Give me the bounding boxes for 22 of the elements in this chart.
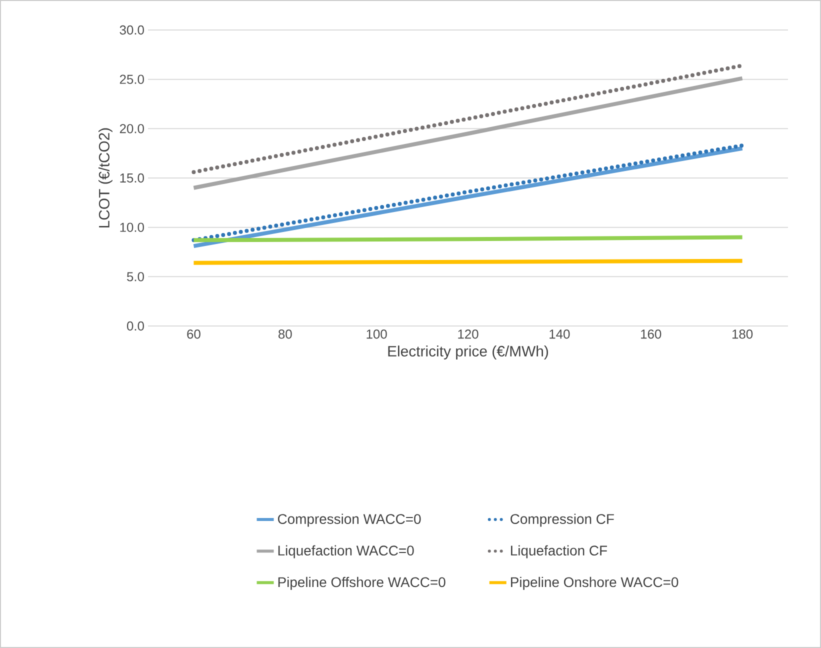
y-tick-label: 15.0 (120, 173, 144, 183)
legend-label: Liquefaction WACC=0 (278, 545, 414, 558)
x-axis-title: Electricity price (€/MWh) (388, 346, 548, 360)
legend-label: Compression CF (510, 514, 614, 527)
x-tick-label: 60 (187, 330, 200, 339)
y-tick-label: 5.0 (126, 272, 144, 282)
legend-label: Pipeline Offshore WACC=0 (278, 576, 446, 590)
legend-label: Compression WACC=0 (278, 514, 421, 527)
x-tick-label: 160 (641, 330, 662, 339)
y-tick-label: 20.0 (120, 124, 144, 134)
y-tick-label: 10.0 (120, 222, 144, 232)
x-tick-label: 180 (732, 330, 753, 339)
legend-label: Pipeline Onshore WACC=0 (511, 576, 678, 590)
y-tick-label: 0.0 (126, 321, 144, 331)
y-tick-label: 30.0 (120, 25, 144, 35)
x-tick-label: 140 (550, 330, 570, 339)
y-axis-title: LCOT (€/tCO2) (98, 128, 112, 228)
x-tick-label: 120 (458, 330, 478, 339)
x-tick-label: 100 (366, 330, 387, 339)
legend-label: Liquefaction CF (511, 545, 607, 558)
x-tick-label: 80 (278, 330, 292, 339)
y-tick-label: 25.0 (120, 74, 144, 84)
